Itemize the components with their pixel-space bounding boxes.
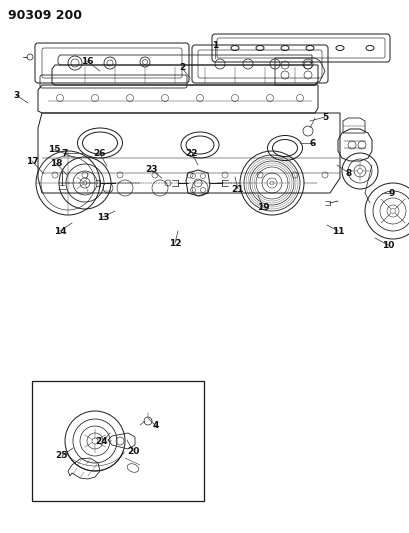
Text: 4: 4 — [153, 422, 159, 431]
Text: 17: 17 — [26, 157, 38, 166]
Text: 23: 23 — [145, 166, 157, 174]
Text: 9: 9 — [389, 189, 395, 198]
Text: 16: 16 — [81, 56, 93, 66]
Text: 3: 3 — [13, 91, 19, 100]
Bar — [32, 381, 204, 501]
Text: 18: 18 — [50, 158, 62, 167]
Text: 25: 25 — [56, 451, 68, 461]
Text: 6: 6 — [310, 139, 316, 148]
Text: 12: 12 — [169, 238, 181, 247]
Text: 8: 8 — [346, 168, 352, 177]
Text: 5: 5 — [322, 112, 328, 122]
Text: 15: 15 — [48, 144, 60, 154]
Text: 14: 14 — [54, 227, 66, 236]
Text: 21: 21 — [232, 184, 244, 193]
Text: 13: 13 — [97, 213, 109, 222]
Text: 19: 19 — [257, 203, 269, 212]
Text: 90309 200: 90309 200 — [8, 9, 82, 22]
Text: 20: 20 — [127, 447, 139, 456]
Text: 10: 10 — [382, 240, 394, 249]
Text: 24: 24 — [96, 438, 108, 447]
Text: 22: 22 — [186, 149, 198, 157]
Text: 7: 7 — [62, 149, 68, 157]
Text: 26: 26 — [94, 149, 106, 158]
Text: 1: 1 — [212, 42, 218, 51]
Text: 2: 2 — [179, 63, 185, 72]
Text: 11: 11 — [332, 227, 344, 236]
